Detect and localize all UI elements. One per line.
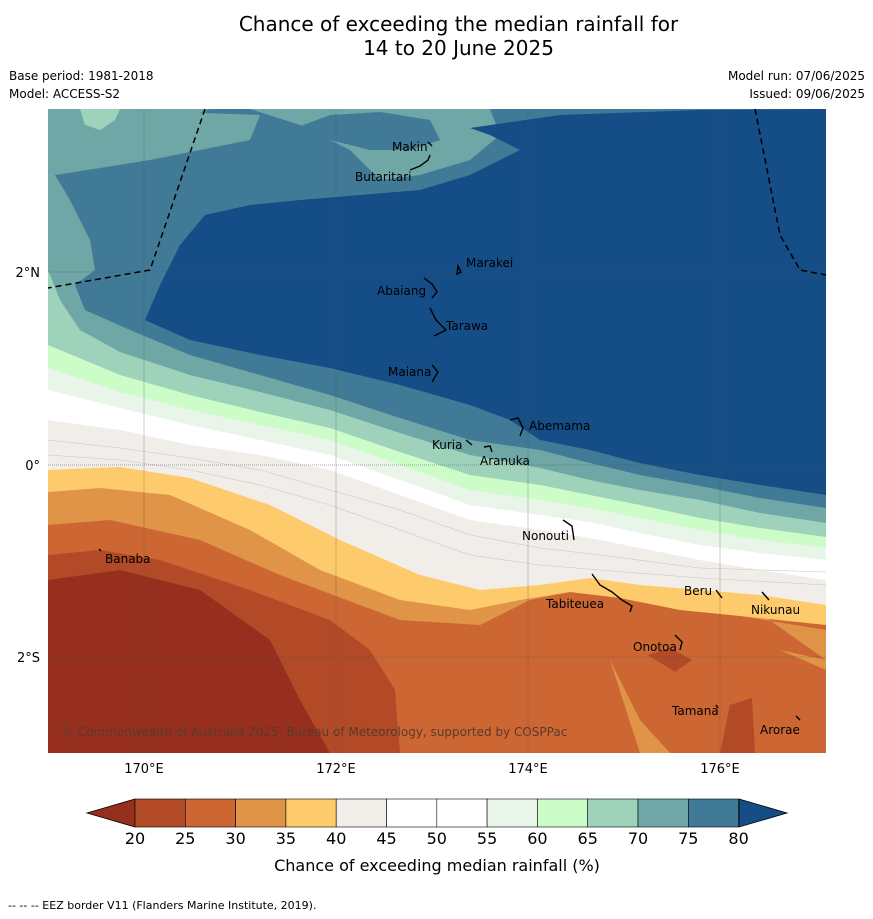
colorbar-tick-label: 60 <box>527 829 547 848</box>
colorbar-cell <box>687 798 739 828</box>
island-abaiang <box>423 277 438 299</box>
label-tarawa: Tarawa <box>445 319 488 333</box>
label-nonouti: Nonouti <box>522 529 569 543</box>
island-abemama <box>509 417 524 437</box>
label-nikunau: Nikunau <box>751 603 800 617</box>
colorbar-cell <box>134 798 186 828</box>
island-tamana <box>715 704 719 709</box>
grid-lines-lon <box>143 109 721 753</box>
colorbar-tick-label: 45 <box>376 829 396 848</box>
colorbar-tick-label: 50 <box>427 829 447 848</box>
colorbar-tick-label: 80 <box>728 829 748 848</box>
label-abemama: Abemama <box>529 419 590 433</box>
island-beru <box>715 589 723 599</box>
colorbar-cell <box>235 798 287 828</box>
colorbar-tick-label: 25 <box>175 829 195 848</box>
issued-date: Issued: 09/06/2025 <box>749 87 865 101</box>
colorbar-high-arrow <box>738 798 789 828</box>
island-tarawa <box>429 307 448 337</box>
model-name: Model: ACCESS-S2 <box>9 87 121 101</box>
eez-footnote: -- -- -- EEZ border V11 (Flanders Marine… <box>8 899 317 912</box>
label-maiana: Maiana <box>388 365 431 379</box>
label-marakei: Marakei <box>466 256 513 270</box>
island-onotoa <box>674 634 683 651</box>
colorbar-cell <box>587 798 639 828</box>
label-beru: Beru <box>684 584 712 598</box>
contour-lines <box>48 439 826 586</box>
meta-left: Base period: 1981-2018 Model: ACCESS-S2 <box>9 69 154 105</box>
island-aranuka <box>483 445 493 453</box>
island-nonouti <box>562 519 575 541</box>
lat-label-2s: 2°S <box>17 651 40 666</box>
label-tamana: Tamana <box>671 704 719 718</box>
islands <box>98 141 801 721</box>
colorbar-tick-label: 70 <box>628 829 648 848</box>
colorbar-tick-label: 40 <box>326 829 346 848</box>
island-nikunau <box>761 591 770 601</box>
colorbar-cell <box>386 798 438 828</box>
island-marakei <box>456 263 462 276</box>
island-maiana <box>431 364 439 383</box>
colorbar: 20 25 30 35 40 45 50 55 60 65 70 75 80 Chance of exc… <box>85 798 789 875</box>
lon-label-170e: 170°E <box>124 762 164 777</box>
band-30-35-onotoa <box>648 648 692 672</box>
probability-contours <box>48 109 826 753</box>
label-makin: Makin <box>392 140 428 154</box>
eez-border <box>47 108 827 289</box>
title-line-2: 14 to 20 June 2025 <box>363 36 554 60</box>
island-arorae <box>795 715 801 721</box>
lon-label-176e: 176°E <box>700 762 740 777</box>
band-25-30-se <box>720 698 755 753</box>
colorbar-low-arrow <box>85 798 136 828</box>
map-title: Chance of exceeding the median rainfall … <box>0 12 873 60</box>
colorbar-cell <box>335 798 387 828</box>
colorbar-ticks: 20 25 30 35 40 45 50 55 60 65 70 75 80 <box>125 829 749 848</box>
label-arorae: Arorae <box>760 723 800 737</box>
base-period: Base period: 1981-2018 <box>9 69 154 83</box>
island-makin <box>427 141 433 147</box>
colorbar-tick-label: 55 <box>477 829 497 848</box>
axis-labels: 2°N 0° 2°S 170°E 172°E 174°E 176°E <box>16 266 740 777</box>
colorbar-tick-label: 65 <box>578 829 598 848</box>
island-banaba <box>98 548 102 552</box>
island-tabiteuea <box>591 573 633 613</box>
colorbar-cell <box>486 798 538 828</box>
lon-label-174e: 174°E <box>508 762 548 777</box>
label-abaiang: Abaiang <box>377 284 426 298</box>
grid-lines <box>48 271 826 658</box>
meta-right: Model run: 07/06/2025 Issued: 09/06/2025 <box>728 69 865 105</box>
title-line-1: Chance of exceeding the median rainfall … <box>238 12 679 36</box>
island-butaritari <box>409 154 431 171</box>
colorbar-cell <box>436 798 488 828</box>
colorbar-title: Chance of exceeding median rainfall (%) <box>274 856 600 875</box>
label-butaritari: Butaritari <box>355 170 412 184</box>
colorbar-tick-label: 30 <box>225 829 245 848</box>
label-onotoa: Onotoa <box>633 640 677 654</box>
colorbar-tick-label: 35 <box>276 829 296 848</box>
band-80-plus-north <box>290 112 440 150</box>
label-banaba: Banaba <box>105 552 151 566</box>
copyright-notice: © Commonwealth of Australia 2025, Bureau… <box>62 725 567 739</box>
colorbar-tick-label: 20 <box>125 829 145 848</box>
colorbar-cell <box>285 798 337 828</box>
label-kuria: Kuria <box>432 438 463 452</box>
lat-label-2n: 2°N <box>16 266 41 281</box>
place-labels: Makin Butaritari Marakei Abaiang Tarawa … <box>105 140 800 737</box>
colorbar-cell <box>537 798 589 828</box>
lon-label-172e: 172°E <box>316 762 356 777</box>
model-run: Model run: 07/06/2025 <box>727 69 865 83</box>
band-very-high <box>145 109 826 495</box>
band-70-75-corner <box>80 109 120 130</box>
label-aranuka: Aranuka <box>480 454 530 468</box>
lat-label-0: 0° <box>25 459 40 474</box>
colorbar-cell <box>185 798 236 828</box>
island-kuria <box>465 439 473 446</box>
colorbar-cell <box>637 798 689 828</box>
colorbar-cells <box>134 798 739 828</box>
colorbar-tick-label: 75 <box>678 829 698 848</box>
label-tabiteuea: Tabiteuea <box>545 597 604 611</box>
